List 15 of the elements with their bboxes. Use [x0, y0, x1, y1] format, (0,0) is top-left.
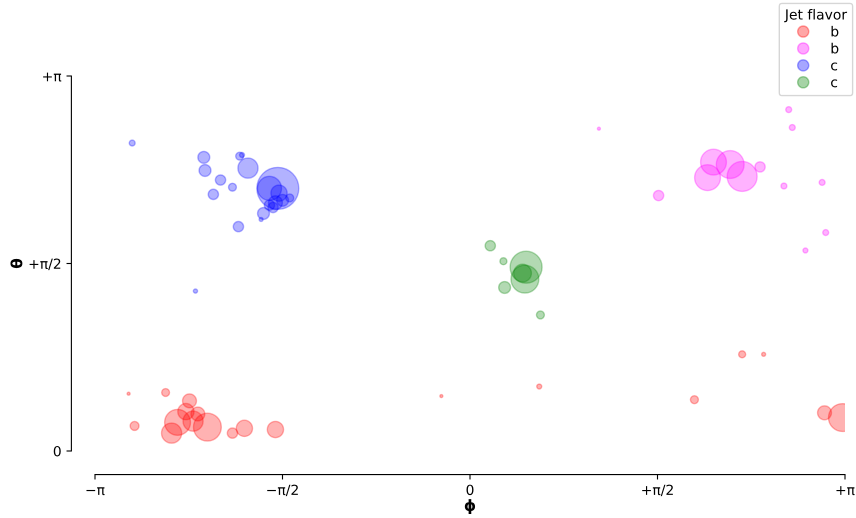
- x-tick-label: −π: [86, 487, 105, 496]
- x-tick-label: 0: [466, 484, 474, 496]
- legend-label: c: [831, 62, 838, 70]
- x-tick-label: −π/2: [267, 484, 298, 496]
- x-axis-title: ϕ: [464, 499, 476, 514]
- y-axis-title: θ: [10, 258, 22, 268]
- x-tick-label: +π: [836, 486, 855, 496]
- legend-label: b: [832, 26, 838, 37]
- y-tick-label: 0: [54, 446, 61, 456]
- y-tick-label: +π/2: [30, 258, 60, 270]
- legend-title: Jet flavor: [784, 8, 848, 22]
- legend-label: b: [832, 42, 838, 54]
- x-tick-label: +π/2: [642, 484, 673, 496]
- legend-label: c: [831, 79, 838, 88]
- y-tick-label: +π: [43, 72, 62, 82]
